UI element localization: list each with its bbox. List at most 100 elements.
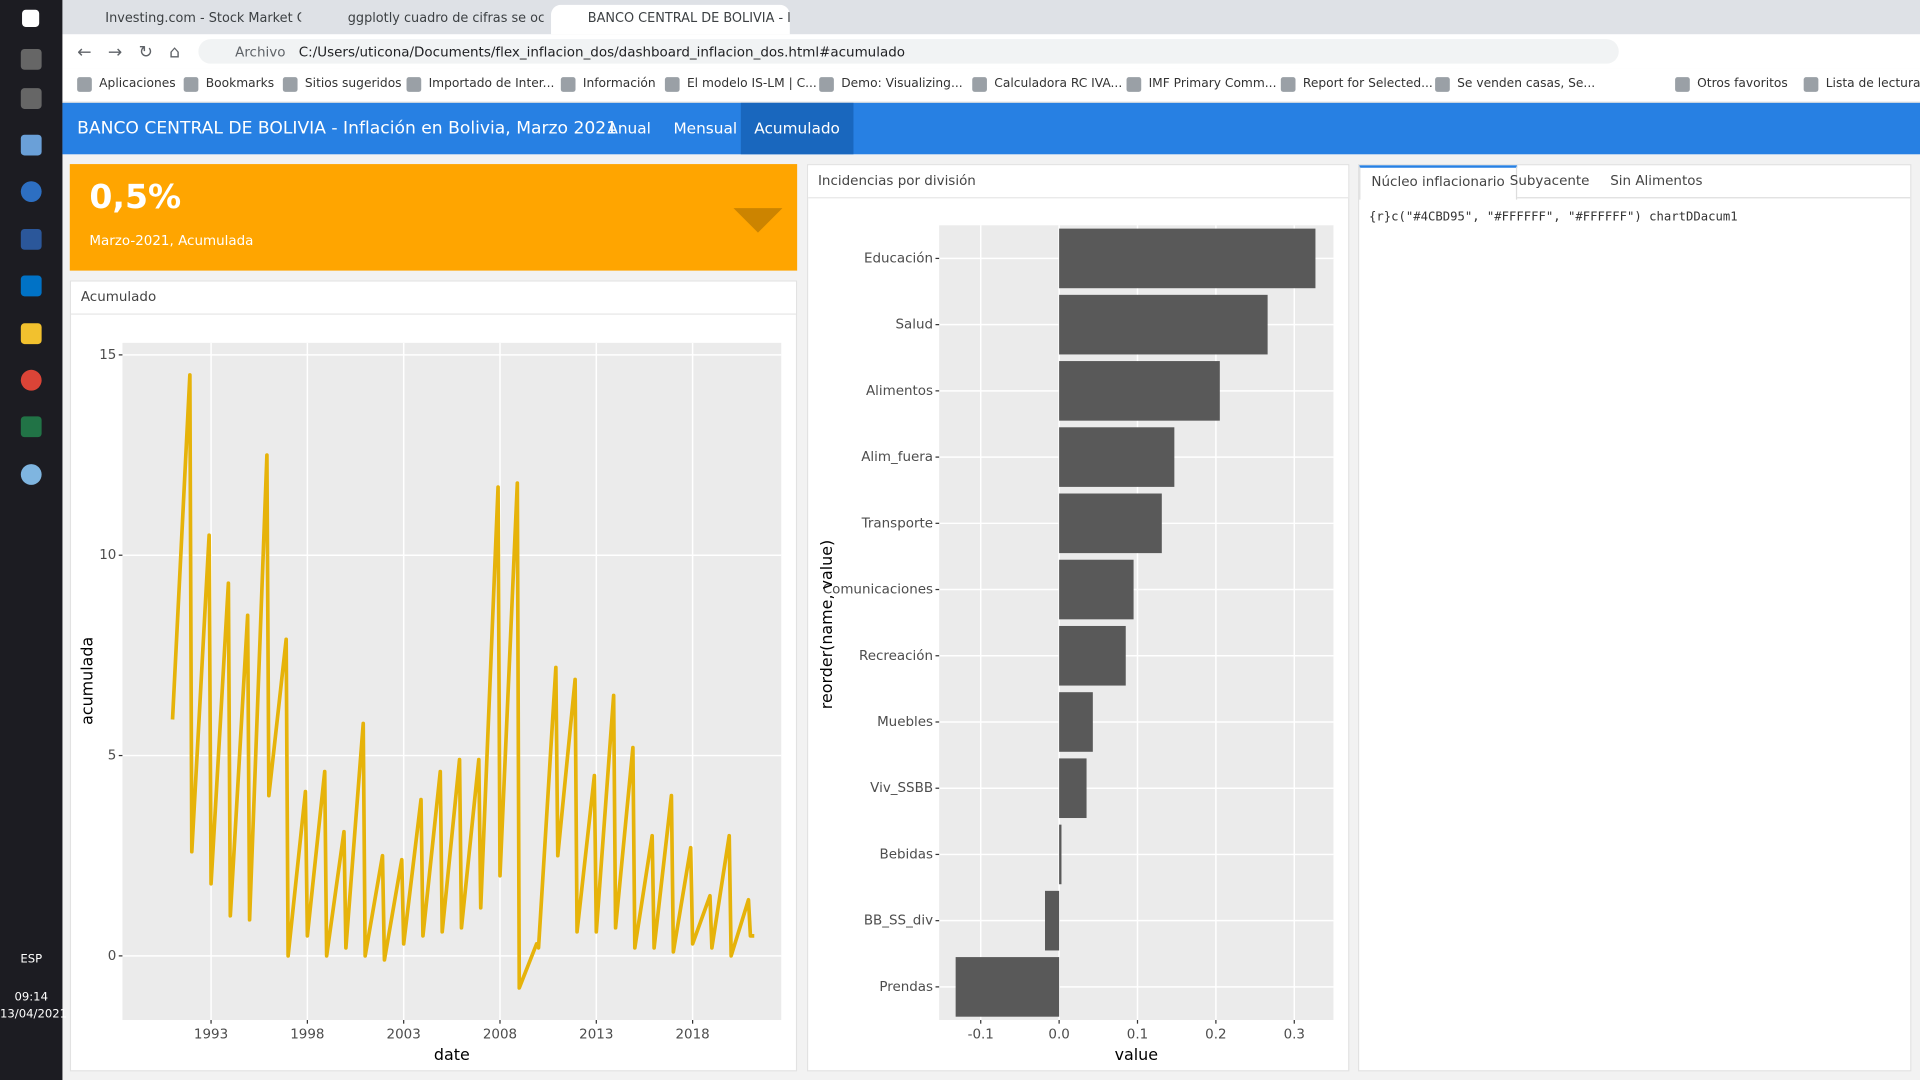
dashboard-header: BANCO CENTRAL DE BOLIVIA - Inflación en … <box>62 102 1920 155</box>
plot-background <box>939 225 1334 1020</box>
y-axis-title: acumulada <box>78 637 97 725</box>
bar <box>1059 625 1126 686</box>
bar <box>1059 361 1220 421</box>
outlook-icon[interactable] <box>20 275 42 297</box>
x-tick-label: 2008 <box>483 1028 517 1043</box>
bookmarks-bar: Aplicaciones Bookmarks Sitios sugeridos Imp… <box>62 68 1920 103</box>
browser-tab[interactable]: Investing.com - Stock Market Qu <box>105 11 302 26</box>
content-tab[interactable]: Subyacente <box>1509 172 1590 189</box>
bookmark-folder[interactable]: Otros favoritos <box>1675 77 1788 92</box>
y-tick-label: Educación <box>864 250 933 266</box>
browser-tab[interactable]: ggplotly cuadro de cifras se ocul <box>347 11 544 26</box>
y-tick-label: Viv_SSBB <box>870 781 933 796</box>
tabset-panel: {r}c("#4CBD95", "#FFFFFF", "#FFFFFF") ch… <box>1357 164 1912 1072</box>
content-tab[interactable]: Sin Alimentos <box>1610 172 1703 189</box>
nav-link[interactable]: Mensual <box>673 118 738 138</box>
x-tick-label: 2018 <box>675 1028 709 1043</box>
bookmark[interactable]: El modelo IS-LM | C... <box>664 77 817 92</box>
clock-time[interactable]: 09:14 <box>14 990 48 1005</box>
x-tick-label: 2003 <box>387 1028 421 1043</box>
bookmark-folder[interactable]: Lista de lectura <box>1803 77 1920 92</box>
bar <box>1059 228 1316 289</box>
dashboard-title: BANCO CENTRAL DE BOLIVIA - Inflación en … <box>77 118 618 139</box>
bookmark[interactable]: Aplicaciones <box>76 77 176 92</box>
bar <box>1059 758 1087 819</box>
value-box: 0,5% Marzo-2021, Acumulada <box>69 164 798 271</box>
start-button[interactable] <box>22 9 40 27</box>
bar <box>955 957 1060 1017</box>
y-tick-label: Muebles <box>877 715 933 730</box>
paint-icon[interactable] <box>20 464 42 485</box>
y-tick-label: Bebidas <box>879 847 933 862</box>
y-tick-label: Recreación <box>859 648 933 664</box>
tab-strip: Investing.com - Stock Market Qu ggplotly … <box>62 0 1920 35</box>
browser-tab[interactable]: BANCO CENTRAL DE BOLIVIA - I <box>551 4 790 35</box>
bar <box>1059 493 1162 554</box>
down-icon <box>733 208 783 233</box>
chrome-icon[interactable] <box>20 369 42 391</box>
bookmark[interactable]: Sitios sugeridos <box>282 77 402 92</box>
y-tick-label: 15 <box>99 348 116 363</box>
x-axis-title: value <box>1115 1045 1158 1064</box>
line-panel-title: Acumulado <box>71 281 796 315</box>
r-icon[interactable] <box>20 181 42 203</box>
x-tick-label: 1998 <box>290 1028 324 1043</box>
bar <box>1059 294 1268 355</box>
bar-panel-title: Incidencias por división <box>808 165 1349 199</box>
search-icon[interactable] <box>20 48 42 70</box>
value-box-caption: Marzo-2021, Acumulada <box>89 232 254 249</box>
x-axis-title: date <box>434 1045 470 1064</box>
x-tick-label: 0.3 <box>1284 1028 1305 1043</box>
bookmark[interactable]: Bookmarks <box>183 77 275 92</box>
y-tick-label: Comunicaciones <box>823 583 933 598</box>
content-tab[interactable]: Núcleo inflacionario <box>1359 165 1517 200</box>
bar <box>1059 559 1134 620</box>
bookmark[interactable]: Se venden casas, Se... <box>1435 77 1596 92</box>
clock-date[interactable]: 13/04/2021 <box>0 1007 68 1022</box>
app-icon[interactable] <box>20 134 42 156</box>
bar <box>1059 427 1175 487</box>
word-icon[interactable] <box>20 228 42 250</box>
address-prefix: Archivo <box>235 44 286 60</box>
y-tick-label: Alimentos <box>866 384 933 399</box>
bar <box>1059 692 1093 752</box>
url[interactable]: C:/Users/uticona/Documents/flex_inflacio… <box>298 44 906 60</box>
taskbar: ESP 09:14 13/04/2021 <box>0 0 68 1080</box>
y-tick-label: Alim_fuera <box>861 450 933 465</box>
y-tick-label: Transporte <box>861 516 933 531</box>
y-tick-label: BB_SS_div <box>864 914 933 929</box>
task-view-icon[interactable] <box>20 88 42 109</box>
bookmark[interactable]: Importado de Inter... <box>406 77 555 92</box>
y-tick-label: 0 <box>108 949 117 964</box>
tab-content: {r}c("#4CBD95", "#FFFFFF", "#FFFFFF") ch… <box>1368 210 1738 225</box>
x-tick-label: -0.1 <box>968 1028 994 1043</box>
y-tick-label: 10 <box>99 548 116 563</box>
y-tick-label: 5 <box>108 749 117 764</box>
explorer-icon[interactable] <box>20 323 42 345</box>
bookmark[interactable]: IMF Primary Comm... <box>1126 77 1277 92</box>
excel-icon[interactable] <box>20 416 42 438</box>
y-tick-label: Salud <box>895 318 933 333</box>
nav-link[interactable]: Anual <box>607 118 651 138</box>
omnibox[interactable] <box>198 39 1619 64</box>
x-tick-label: 1993 <box>194 1028 228 1043</box>
bookmark[interactable]: Report for Selected... <box>1280 77 1433 92</box>
nav-link[interactable]: Acumulado <box>740 102 854 155</box>
nav-buttons[interactable]: ← → ↻ ⌂ <box>77 42 181 63</box>
x-tick-label: 0.1 <box>1127 1028 1148 1043</box>
bookmark[interactable]: Información <box>560 77 656 92</box>
bar <box>1045 890 1060 951</box>
bookmark[interactable]: Demo: Visualizing... <box>819 77 963 92</box>
language[interactable]: ESP <box>20 952 43 967</box>
address-bar: ← → ↻ ⌂ Archivo C:/Users/uticona/Documen… <box>62 34 1920 69</box>
value-box-value: 0,5% <box>89 178 182 217</box>
y-tick-label: Prendas <box>879 980 933 995</box>
x-tick-label: 0.0 <box>1048 1028 1069 1043</box>
bookmark[interactable]: Calculadora RC IVA... <box>972 77 1123 92</box>
y-axis-title: reorder(name, value) <box>817 540 836 709</box>
x-tick-label: 2013 <box>579 1028 613 1043</box>
